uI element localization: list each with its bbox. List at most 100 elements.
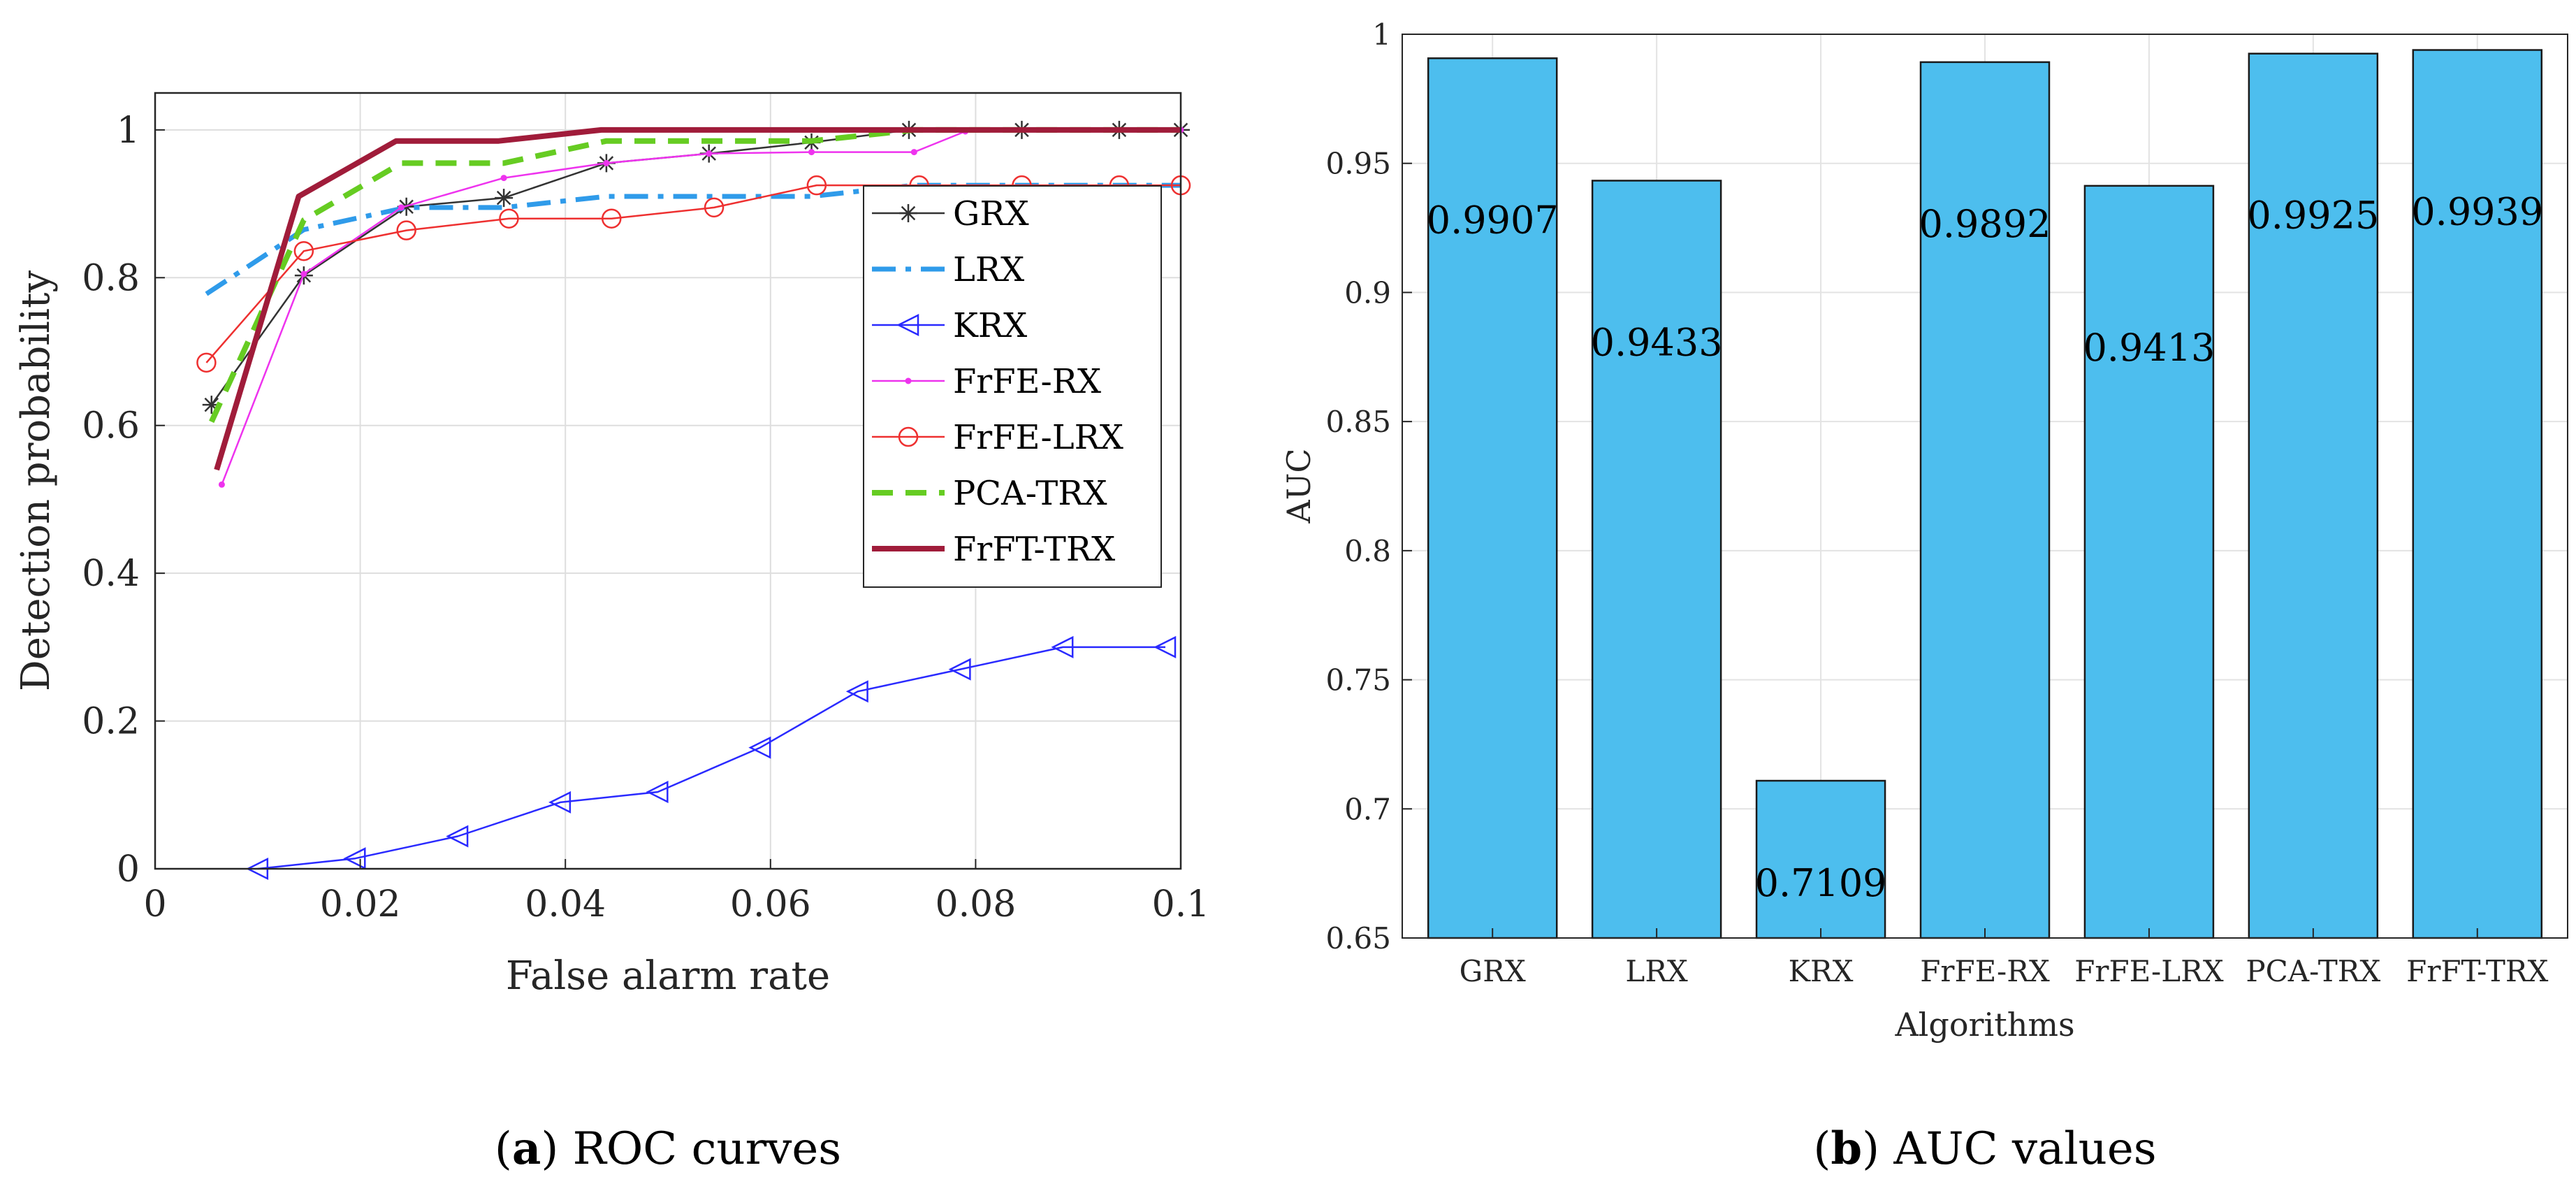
auc-value-label-krx: 0.7109 — [1755, 861, 1887, 905]
roc-y-tick-label: 0.2 — [82, 701, 140, 743]
roc-y-axis-label: Detection probability — [13, 270, 59, 691]
auc-y-tick-label: 0.8 — [1344, 534, 1391, 568]
auc-bar-pca-trx — [2248, 52, 2379, 939]
auc-y-tick-label: 0.65 — [1325, 921, 1391, 955]
roc-legend-marker — [905, 377, 912, 384]
roc-x-tick-label: 0.06 — [730, 883, 811, 925]
roc-point-krx — [446, 825, 469, 848]
auc-x-axis-label: Algorithms — [1894, 1006, 2074, 1044]
auc-bar-krx — [1755, 779, 1886, 939]
roc-legend-entry-lrx: LRX — [872, 250, 1024, 289]
roc-point-frfe-rx — [218, 481, 225, 488]
roc-x-tick-label: 0.02 — [320, 883, 401, 925]
roc-point-krx — [845, 680, 868, 703]
roc-line-lrx — [205, 182, 1181, 296]
auc-x-tick-label: FrFE-LRX — [2074, 954, 2224, 988]
roc-legend-entry-frft-trx: FrFT-TRX — [872, 530, 1115, 569]
caption-b: (b) AUC values — [1813, 1123, 2156, 1175]
roc-legend-entry-frfe-rx: FrFE-RX — [872, 362, 1101, 401]
auc-bar-frft-trx — [2412, 49, 2543, 939]
auc-bar-grx — [1427, 57, 1558, 939]
auc-bar-frfe-rx — [1919, 61, 2051, 939]
auc-value-label-frfe-lrx: 0.9413 — [2083, 326, 2215, 370]
auc-x-tick-label: FrFE-RX — [1920, 954, 2050, 988]
roc-series-lrx — [205, 182, 1181, 296]
roc-legend-label: GRX — [953, 194, 1029, 233]
roc-legend-entry-krx: KRX — [872, 306, 1027, 345]
roc-x-axis-label: False alarm rate — [506, 953, 830, 999]
auc-bar-frfe-lrx — [2083, 185, 2215, 939]
auc-y-tick-label: 1 — [1372, 17, 1391, 52]
roc-legend-box — [863, 185, 1162, 588]
auc-y-tick-label: 0.7 — [1344, 792, 1391, 826]
roc-point-frfe-rx — [603, 159, 610, 166]
roc-point-krx — [948, 658, 971, 681]
auc-value-label-pca-trx: 0.9925 — [2247, 194, 2379, 238]
roc-x-tick-label: 0.04 — [525, 883, 606, 925]
roc-legend-marker — [896, 313, 919, 337]
roc-legend-entry-grx: GRX — [872, 194, 1029, 233]
roc-point-krx — [1051, 635, 1074, 658]
roc-legend-entry-pca-trx: PCA-TRX — [872, 474, 1107, 513]
caption-a-text: ROC curves — [573, 1123, 842, 1175]
roc-point-krx — [343, 847, 366, 870]
auc-y-tick-label: 0.95 — [1325, 147, 1391, 181]
roc-line-krx — [257, 646, 1165, 870]
auc-x-tick-label: PCA-TRX — [2246, 954, 2380, 988]
roc-point-krx — [548, 791, 572, 814]
auc-chart: 0.9907 0.9433 0.7109 0.9892 0.9413 0.9925 0.99… — [1280, 17, 2568, 1044]
roc-y-tick-label: 1 — [117, 110, 140, 152]
roc-y-tick-label: 0.6 — [82, 405, 140, 447]
roc-point-frfe-lrx — [499, 208, 519, 229]
roc-y-tick-label: 0.8 — [82, 257, 140, 299]
roc-legend-label: FrFE-RX — [953, 362, 1101, 401]
roc-point-frfe-lrx — [704, 197, 725, 218]
auc-value-label-frfe-rx: 0.9892 — [1919, 202, 2051, 246]
roc-point-frfe-lrx — [806, 175, 827, 196]
roc-legend-label: FrFT-TRX — [953, 530, 1115, 569]
auc-x-tick-label: GRX — [1460, 954, 1526, 988]
roc-series-krx — [246, 635, 1177, 881]
roc-line-frft-trx — [214, 127, 1181, 471]
roc-point-frfe-lrx — [602, 208, 622, 229]
caption-b-letter: b — [1831, 1123, 1862, 1175]
roc-legend-label: KRX — [953, 306, 1027, 345]
roc-point-frfe-lrx — [293, 240, 314, 261]
roc-legend-label: FrFE-LRX — [953, 418, 1123, 457]
caption-a: (a) ROC curves — [495, 1123, 841, 1175]
roc-series-frft-trx — [214, 127, 1181, 471]
auc-y-axis-label: AUC — [1280, 448, 1318, 524]
caption-a-letter: a — [512, 1123, 541, 1175]
roc-legend-entry-frfe-lrx: FrFE-LRX — [872, 418, 1123, 457]
roc-point-krx — [1154, 635, 1177, 658]
roc-axes-box — [154, 92, 1182, 870]
roc-point-frfe-rx — [706, 150, 713, 157]
roc-point-frfe-rx — [808, 149, 815, 156]
roc-tick-labels: 0 0.02 0.04 0.06 0.08 0.1 0 0.2 0.4 0.6 0.8 1 — [82, 110, 1209, 925]
roc-point-frfe-rx — [910, 149, 917, 156]
roc-x-tick-label: 0.1 — [1152, 883, 1210, 925]
auc-value-label-frft-trx: 0.9939 — [2411, 190, 2543, 234]
auc-x-tick-label: LRX — [1625, 954, 1688, 988]
roc-line-pca-trx — [209, 127, 1181, 424]
auc-y-tick-label: 0.85 — [1325, 405, 1391, 439]
auc-y-tick-label: 0.9 — [1344, 275, 1391, 310]
roc-y-tick-label: 0.4 — [82, 553, 140, 595]
auc-value-label-lrx: 0.9433 — [1591, 320, 1723, 364]
roc-legend: GRX LRX KRX FrFE-RX FrFE-LRX PCA-TRX FrFT-TRX — [863, 185, 1162, 588]
auc-tick-labels: 0.65 0.7 0.75 0.8 0.85 0.9 0.95 1 GRX LRX KRX FrFE-… — [1325, 17, 2548, 988]
roc-legend-marker — [899, 204, 917, 222]
roc-point-frfe-rx — [500, 175, 507, 182]
roc-point-frfe-rx — [398, 204, 405, 211]
roc-point-frfe-lrx — [396, 220, 416, 240]
roc-y-tick-label: 0 — [117, 849, 140, 890]
roc-point-grx — [202, 396, 221, 414]
roc-x-tick-label: 0.08 — [936, 883, 1017, 925]
roc-legend-marker — [898, 426, 919, 447]
auc-y-tick-label: 0.75 — [1325, 663, 1391, 698]
roc-point-krx — [748, 736, 771, 759]
roc-x-tick-label: 0 — [143, 883, 166, 925]
roc-point-frfe-lrx — [196, 352, 217, 373]
auc-x-tick-label: FrFT-TRX — [2406, 954, 2548, 988]
